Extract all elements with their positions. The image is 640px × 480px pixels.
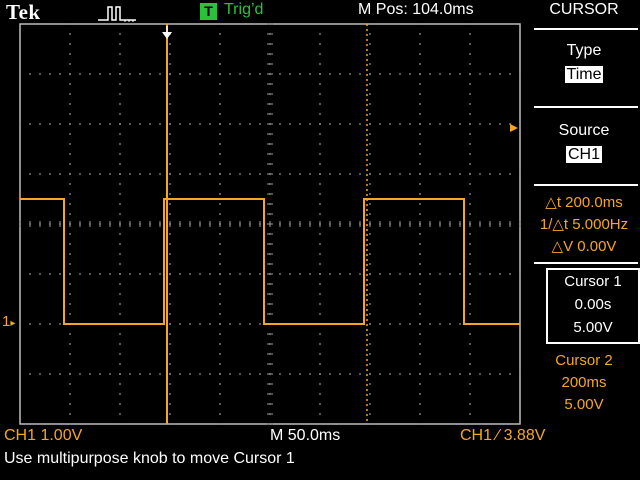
time-cursors bbox=[166, 24, 368, 424]
menu-divider bbox=[534, 184, 638, 186]
cursor1-selected-button[interactable]: Cursor 1 0.00s 5.00V bbox=[546, 268, 640, 344]
menu-divider bbox=[534, 28, 638, 30]
help-message: Use multipurpose knob to move Cursor 1 bbox=[4, 450, 295, 467]
graticule-grid bbox=[19, 23, 521, 425]
horizontal-position-readout: M Pos: 104.0ms bbox=[358, 1, 474, 18]
graticule bbox=[19, 23, 521, 425]
trigger-position-marker-icon bbox=[162, 32, 172, 39]
source-label: Source bbox=[558, 122, 610, 139]
status-bar: Tek T Trig’d M Pos: 104.0ms bbox=[0, 0, 526, 24]
type-menu-button[interactable]: Type Time bbox=[528, 30, 640, 104]
delta-v-readout: △V 0.00V bbox=[551, 238, 617, 255]
ch1-waveform bbox=[20, 198, 520, 325]
waveform-display: 1▸ bbox=[2, 23, 521, 425]
cursor2-label: Cursor 2 bbox=[555, 352, 613, 369]
cursor1-volt: 5.00V bbox=[573, 319, 613, 336]
type-label: Type bbox=[566, 42, 602, 59]
menu-divider bbox=[534, 262, 638, 264]
delta-t-readout: △t 200.0ms bbox=[545, 194, 623, 211]
cursor2-button[interactable]: Cursor 2 200ms 5.00V bbox=[528, 350, 640, 416]
brand-logo: Tek bbox=[6, 0, 41, 24]
channel1-ground-marker: 1▸ bbox=[2, 313, 16, 330]
source-value: CH1 bbox=[565, 146, 602, 163]
menu-title: CURSOR bbox=[549, 1, 619, 18]
trigger-status: Trig’d bbox=[224, 1, 264, 18]
cursor2-volt: 5.00V bbox=[564, 396, 604, 413]
inverse-delta-t-readout: 1/△t 5.000Hz bbox=[539, 216, 629, 233]
pulse-run-icon bbox=[98, 6, 136, 22]
readout-bar: CH1 1.00V M 50.0ms CH1 ⁄ 3.88V bbox=[0, 426, 640, 448]
cursor1-label: Cursor 1 bbox=[564, 273, 622, 290]
cursor1-time: 0.00s bbox=[574, 296, 612, 313]
menu-divider bbox=[534, 106, 638, 108]
trigger-level-readout: CH1 ⁄ 3.88V bbox=[460, 427, 546, 444]
ch1-scale-readout: CH1 1.00V bbox=[4, 427, 83, 444]
type-value: Time bbox=[564, 66, 604, 83]
source-menu-button[interactable]: Source CH1 bbox=[528, 108, 640, 182]
cursor-menu: CURSOR Type Time Source CH1 △t 200.0ms 1… bbox=[528, 0, 640, 426]
horizontal-scale-readout: M 50.0ms bbox=[270, 427, 341, 444]
cursor2-time: 200ms bbox=[561, 374, 607, 391]
trigger-level-marker-icon bbox=[510, 124, 518, 132]
trigger-badge: T bbox=[200, 3, 217, 20]
